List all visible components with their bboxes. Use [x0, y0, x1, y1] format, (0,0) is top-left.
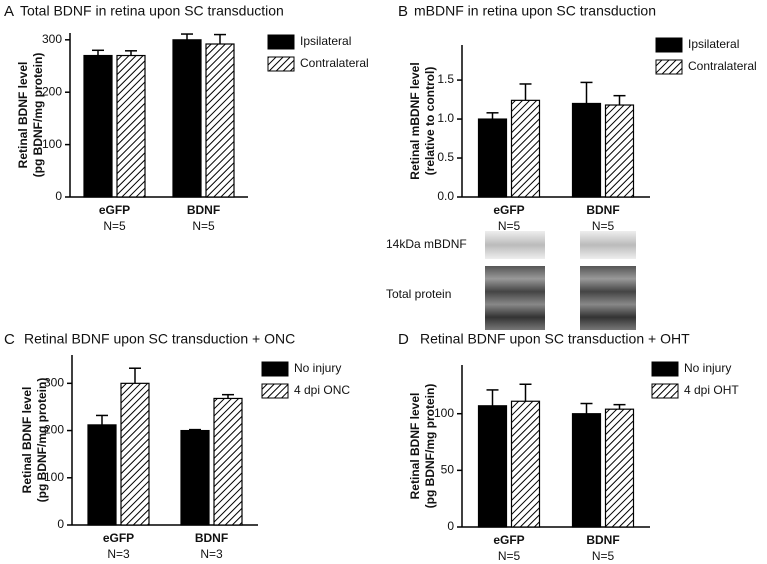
y-tick-label: 200	[42, 84, 62, 98]
y-tick-label: 300	[42, 32, 62, 46]
y-tick-label: 200	[44, 423, 64, 437]
y-tick-label: 100	[44, 470, 64, 484]
sample-size: N=5	[592, 549, 615, 563]
y-axis-label: (pg BDNF/mg protein)	[423, 384, 437, 509]
y-axis-label: (relative to control)	[423, 67, 437, 176]
sample-size: N=5	[498, 549, 521, 563]
bar	[205, 43, 235, 198]
y-tick-label: 0.5	[437, 150, 454, 164]
y-axis-label: Retinal BDNF level	[20, 387, 34, 494]
legend-label: 4 dpi OHT	[684, 383, 739, 397]
sample-size: N=5	[103, 219, 126, 233]
y-axis-label: (pg BDNF/mg protein)	[35, 378, 49, 503]
legend-swatch	[267, 56, 295, 72]
legend-swatch	[267, 34, 295, 50]
y-axis-label: Retinal BDNF level	[16, 62, 30, 169]
legend-swatch	[651, 361, 679, 377]
bar	[571, 102, 602, 198]
legend-label: No injury	[684, 361, 731, 375]
bar	[477, 405, 508, 528]
bar	[571, 413, 602, 528]
bar	[510, 400, 541, 528]
bar	[510, 99, 541, 198]
panel-letter: B	[398, 3, 408, 20]
y-tick-label: 1.5	[437, 72, 454, 86]
sample-size: N=3	[200, 547, 223, 561]
western-blot	[485, 231, 636, 330]
x-tick-label: eGFP	[99, 203, 130, 217]
y-tick-label: 0	[447, 519, 454, 533]
y-tick-label: 300	[44, 376, 64, 390]
legend-label: No injury	[294, 361, 341, 375]
bar	[87, 424, 117, 526]
bar	[172, 39, 202, 198]
sample-size: N=5	[498, 219, 521, 233]
sample-size: N=3	[107, 547, 130, 561]
bar	[604, 408, 635, 528]
bar	[120, 382, 150, 526]
bar	[116, 54, 146, 198]
legend-label: Contralateral	[300, 56, 369, 70]
x-tick-label: eGFP	[493, 203, 524, 217]
blot-label: Total protein	[386, 287, 451, 301]
x-tick-label: eGFP	[493, 533, 524, 547]
y-tick-label: 50	[441, 463, 455, 477]
chart-title: Retinal BDNF upon SC transduction + ONC	[24, 331, 295, 347]
legend-swatch	[655, 37, 683, 53]
chart-title: mBDNF in retina upon SC transduction	[414, 3, 656, 19]
x-tick-label: BDNF	[187, 203, 220, 217]
legend-swatch	[651, 383, 679, 399]
legend-label: Contralateral	[688, 59, 757, 73]
y-tick-label: 100	[434, 406, 454, 420]
legend-label: 4 dpi ONC	[294, 383, 350, 397]
legend-swatch	[261, 383, 289, 399]
chart-title: Retinal BDNF upon SC transduction + OHT	[420, 331, 690, 347]
bar	[180, 429, 210, 526]
chart-title: Total BDNF in retina upon SC transductio…	[20, 3, 284, 19]
x-tick-label: BDNF	[195, 531, 228, 545]
y-tick-label: 0	[57, 517, 64, 531]
legend-swatch	[655, 59, 683, 75]
panel-letter: D	[398, 331, 409, 348]
y-tick-label: 1.0	[437, 111, 454, 125]
y-axis-label: Retinal mBDNF level	[408, 62, 422, 179]
bar	[83, 54, 113, 198]
y-axis-label: Retinal BDNF level	[408, 393, 422, 500]
y-tick-label: 0	[55, 189, 62, 203]
y-axis-label: (pg BDNF/mg protein)	[31, 53, 45, 178]
bar	[213, 397, 243, 526]
y-tick-label: 0.0	[437, 189, 454, 203]
sample-size: N=5	[592, 219, 615, 233]
x-tick-label: BDNF	[586, 203, 619, 217]
y-tick-label: 100	[42, 137, 62, 151]
panel-letter: C	[4, 331, 15, 348]
x-tick-label: BDNF	[586, 533, 619, 547]
legend-swatch	[261, 361, 289, 377]
blot-label: 14kDa mBDNF	[386, 237, 467, 251]
x-tick-label: eGFP	[103, 531, 134, 545]
legend-label: Ipsilateral	[688, 37, 739, 51]
bar	[477, 118, 508, 198]
legend-label: Ipsilateral	[300, 34, 351, 48]
sample-size: N=5	[192, 219, 215, 233]
bar	[604, 104, 635, 198]
panel-letter: A	[4, 3, 14, 20]
